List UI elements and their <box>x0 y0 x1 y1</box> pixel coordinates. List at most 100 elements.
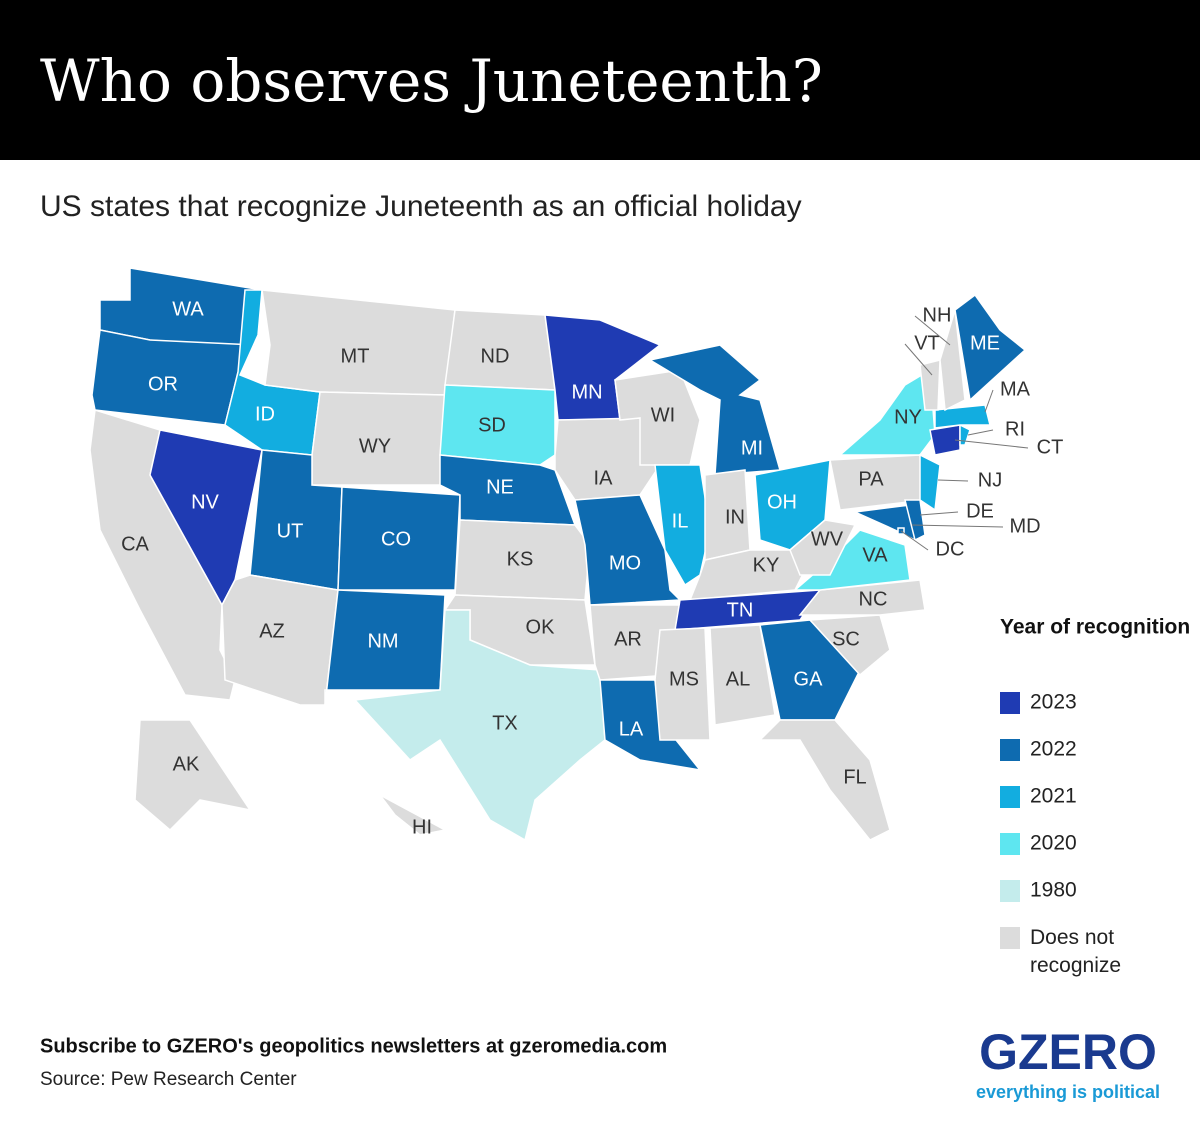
legend-swatch <box>1000 692 1020 714</box>
state-shape <box>324 589 446 706</box>
legend-label-line: Does not <box>1030 926 1114 949</box>
state-shape <box>919 359 941 411</box>
state-label: NM <box>367 630 398 652</box>
state-label: TX <box>492 712 518 734</box>
state-label: AZ <box>259 620 285 642</box>
legend-swatch <box>1000 833 1020 855</box>
legend-label: Does not recognize <box>1030 926 1121 977</box>
header-bar <box>0 0 1200 160</box>
state-shape <box>954 293 1027 402</box>
state-label: DC <box>936 538 965 560</box>
state-shape <box>261 289 456 396</box>
state-label: IL <box>672 510 689 532</box>
state-shape <box>808 614 891 677</box>
state-shape <box>798 579 926 616</box>
state-label: MT <box>341 345 370 367</box>
footer-source: Source: Pew Research Center <box>40 1069 297 1090</box>
state-label: MD <box>1009 515 1040 537</box>
state-label: RI <box>1005 418 1025 440</box>
state-label: NC <box>859 588 888 610</box>
subtitle: US states that recognize Juneteenth as a… <box>40 190 802 223</box>
state-label: NY <box>894 406 922 428</box>
state-label: OH <box>767 491 797 513</box>
state-label: LA <box>619 718 644 740</box>
legend-title: Year of recognition <box>1000 616 1190 639</box>
legend-swatch <box>1000 880 1020 902</box>
state-shape <box>939 309 966 412</box>
leader-line <box>919 511 959 516</box>
state-label: MA <box>1000 378 1031 400</box>
leader-line <box>904 343 933 376</box>
legend-swatch <box>1000 739 1020 761</box>
state-label: WV <box>811 528 844 550</box>
legend-label: 2022 <box>1030 738 1077 761</box>
legend-swatch <box>1000 786 1020 808</box>
state-label: IA <box>594 467 614 489</box>
legend-label-line: recognize <box>1030 954 1121 977</box>
state-shape <box>134 719 252 832</box>
state-label: SC <box>832 628 860 650</box>
state-shape <box>758 719 891 841</box>
state-shape <box>904 499 926 542</box>
state-labels: WA OR CA NV ID MT WY UT AZ CO NM ND SD NE KS OK TX MN IA MO… <box>121 298 1063 838</box>
state-label: KS <box>507 548 534 570</box>
state-label: ND <box>481 345 510 367</box>
legend-label: 2023 <box>1030 691 1077 714</box>
state-label: OR <box>148 373 178 395</box>
leader-line <box>967 429 994 436</box>
state-label: AL <box>726 668 750 690</box>
state-shape <box>674 589 822 631</box>
legend-swatch <box>1000 927 1020 949</box>
state-label: CT <box>1037 436 1064 458</box>
states <box>89 267 1027 842</box>
state-label: MN <box>571 381 602 403</box>
legend-label: 1980 <box>1030 879 1077 902</box>
state-shape <box>934 404 991 429</box>
state-shape <box>789 519 857 576</box>
state-label: DE <box>966 500 994 522</box>
state-label: WI <box>651 404 675 426</box>
leader-line <box>937 479 969 482</box>
state-label: VT <box>914 332 940 354</box>
state-shape <box>709 624 776 726</box>
state-label: SD <box>478 414 506 436</box>
footer-cta: Subscribe to GZERO's geopolitics newslet… <box>40 1035 667 1057</box>
state-label: AR <box>614 628 642 650</box>
state-shape <box>574 494 682 606</box>
legend-label: 2020 <box>1030 832 1077 855</box>
state-label: MS <box>669 668 699 690</box>
state-label: VA <box>862 544 888 566</box>
state-label: WY <box>359 435 391 457</box>
leader-line <box>911 524 1004 528</box>
state-label: ME <box>970 332 1000 354</box>
state-label: ID <box>255 403 275 425</box>
state-shape <box>439 384 556 466</box>
state-label: MO <box>609 552 641 574</box>
leader-line <box>954 439 1029 449</box>
state-shape <box>654 627 711 741</box>
state-label: GA <box>794 668 824 690</box>
state-label: NE <box>486 476 514 498</box>
state-shape <box>919 453 941 512</box>
logo-tagline: everything is political <box>976 1082 1160 1102</box>
state-shape <box>647 344 781 476</box>
state-shape <box>311 391 446 486</box>
leader-line <box>914 315 951 346</box>
state-shape <box>353 609 606 842</box>
state-label: HI <box>412 816 432 838</box>
state-label: WA <box>172 298 204 320</box>
logo-name: GZERO <box>979 1024 1157 1080</box>
state-label: OK <box>526 616 556 638</box>
state-label: CA <box>121 533 149 555</box>
state-label: TN <box>727 599 754 621</box>
state-label: NV <box>191 491 219 513</box>
state-label: NH <box>923 304 952 326</box>
state-label: UT <box>277 520 304 542</box>
state-shape <box>959 423 971 446</box>
state-label: CO <box>381 528 411 550</box>
leader-line <box>900 530 929 551</box>
state-label: AK <box>173 753 200 775</box>
state-label: KY <box>753 554 780 576</box>
title: Who observes Juneteenth? <box>40 47 823 115</box>
